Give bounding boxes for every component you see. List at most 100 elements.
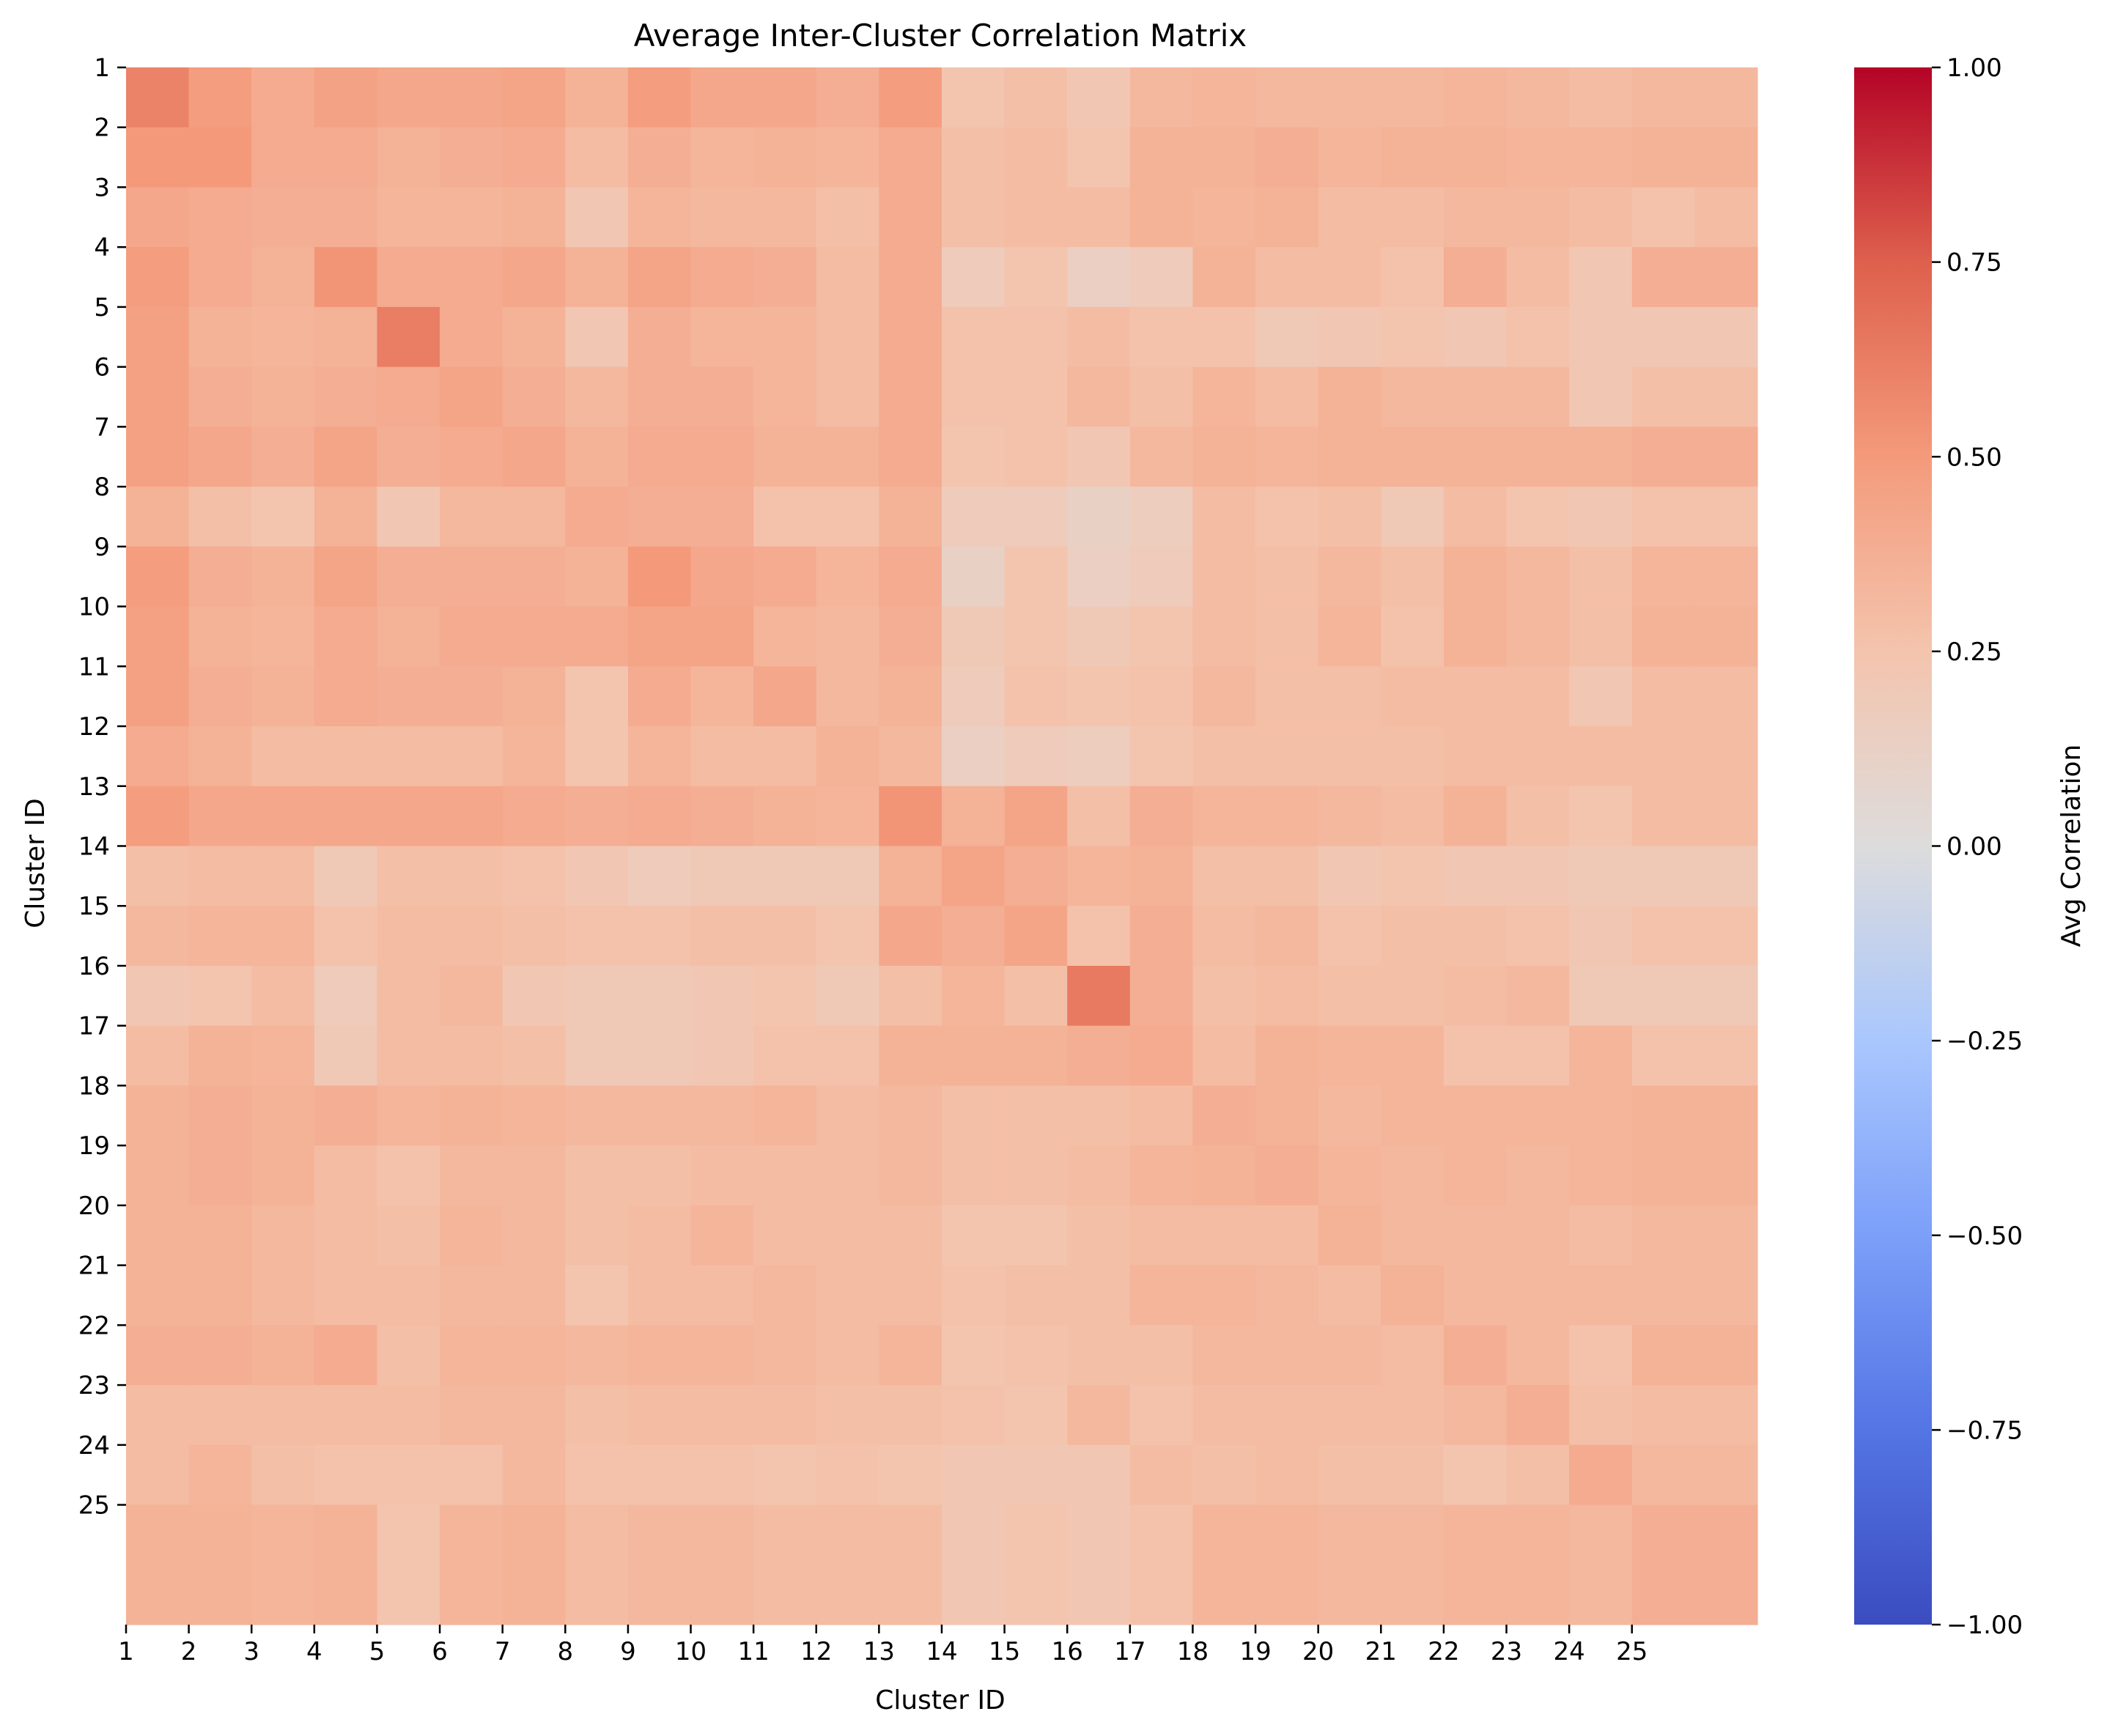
heatmap-cell	[1255, 247, 1319, 308]
heatmap-cell	[1192, 306, 1256, 368]
heatmap-cell	[1192, 127, 1256, 188]
heatmap-cell	[816, 786, 879, 847]
heatmap-cell	[879, 546, 942, 607]
heatmap-cell	[1318, 1025, 1381, 1087]
heatmap-cell	[377, 1025, 440, 1087]
colorbar-tick-label: −1.00	[1947, 1611, 2023, 1640]
heatmap-cell	[1694, 1565, 1758, 1625]
heatmap-cell	[627, 1145, 692, 1206]
heatmap-cell	[377, 187, 440, 248]
heatmap-cell	[1192, 606, 1256, 667]
heatmap-cell	[126, 487, 190, 547]
heatmap-cell	[1506, 247, 1570, 308]
heatmap-cell	[1067, 1444, 1131, 1506]
colorbar-tick-label: −0.50	[1947, 1222, 2023, 1251]
heatmap-cell	[1506, 1504, 1570, 1565]
heatmap-cell	[1192, 1385, 1256, 1446]
heatmap-cell	[1443, 306, 1508, 368]
heatmap-cell	[1255, 1265, 1319, 1326]
heatmap-cell	[627, 786, 692, 847]
heatmap-cell	[440, 67, 503, 128]
heatmap-cell	[188, 846, 252, 906]
heatmap-cell	[1694, 1145, 1758, 1206]
heatmap-cell	[1318, 1265, 1381, 1326]
heatmap-cell	[1569, 127, 1633, 188]
heatmap-cell	[377, 1325, 440, 1386]
heatmap-cell	[753, 846, 817, 906]
heatmap-cell	[1381, 366, 1444, 427]
heatmap-cell	[251, 1444, 315, 1506]
heatmap-cell	[1631, 1504, 1695, 1565]
heatmap-cell	[1004, 67, 1068, 128]
heatmap-cell	[1067, 786, 1131, 847]
heatmap-cell	[627, 1444, 692, 1506]
heatmap-cell	[1443, 366, 1508, 427]
heatmap-cell	[1631, 1085, 1695, 1146]
heatmap-cell	[1506, 187, 1570, 248]
heatmap-cell	[1443, 67, 1508, 128]
heatmap-cell	[502, 666, 566, 727]
heatmap-cell	[1318, 67, 1381, 128]
heatmap-cell	[627, 247, 692, 308]
heatmap-cell	[1381, 1085, 1444, 1146]
x-tick-label: 24	[1554, 1637, 1585, 1666]
heatmap-cell	[440, 846, 503, 906]
heatmap-cell	[753, 1205, 817, 1266]
heatmap-cell	[188, 1025, 252, 1087]
colorbar-tick-label: 0.25	[1947, 638, 2002, 667]
y-tick-label: 6	[94, 353, 110, 383]
heatmap-cell	[1443, 1145, 1508, 1206]
heatmap-cell	[1569, 786, 1633, 847]
y-tick-label: 9	[94, 533, 110, 562]
heatmap-cell	[879, 127, 942, 188]
heatmap-cell	[753, 906, 817, 967]
heatmap-cell	[627, 306, 692, 368]
heatmap-cell	[942, 1325, 1005, 1386]
heatmap-cell	[188, 666, 252, 727]
heatmap-cell	[1129, 487, 1194, 547]
x-tick-label: 20	[1302, 1637, 1334, 1666]
heatmap-cell	[1067, 846, 1131, 906]
heatmap-cell	[879, 1205, 942, 1266]
heatmap-cell	[1129, 965, 1194, 1027]
heatmap-cell	[753, 1085, 817, 1146]
heatmap-cell	[377, 666, 440, 727]
heatmap-cell	[377, 366, 440, 427]
heatmap-cell	[753, 606, 817, 667]
y-tick-label: 19	[78, 1131, 110, 1161]
heatmap-cell	[1004, 1444, 1068, 1506]
x-tick-label: 11	[738, 1637, 770, 1666]
heatmap-cell	[942, 726, 1005, 787]
heatmap-cell	[1569, 487, 1633, 547]
heatmap-cell	[753, 1145, 817, 1206]
heatmap-cell	[1631, 546, 1695, 607]
heatmap-cell	[879, 606, 942, 667]
heatmap-cell	[1569, 306, 1633, 368]
heatmap-cell	[1129, 127, 1194, 188]
heatmap-cell	[690, 786, 754, 847]
heatmap-cell	[1318, 1565, 1381, 1625]
heatmap-cell	[126, 1385, 190, 1446]
heatmap-cell	[565, 1325, 629, 1386]
heatmap-cell	[440, 1145, 503, 1206]
heatmap-cell	[1255, 1145, 1319, 1206]
heatmap-cell	[1004, 965, 1068, 1027]
heatmap-cell	[126, 127, 190, 188]
heatmap-cell	[1067, 187, 1131, 248]
heatmap-cell	[1318, 1385, 1381, 1446]
heatmap-cell	[1631, 426, 1695, 487]
heatmap-cell	[879, 366, 942, 427]
heatmap-cell	[1381, 606, 1444, 667]
heatmap-cell	[1569, 1025, 1633, 1087]
heatmap-cell	[627, 1504, 692, 1565]
heatmap-cell	[377, 1444, 440, 1506]
heatmap-cell	[314, 187, 378, 248]
heatmap-cell	[565, 1025, 629, 1087]
heatmap-cell	[1255, 606, 1319, 667]
heatmap-cell	[1381, 666, 1444, 727]
heatmap-cell	[188, 1565, 252, 1625]
heatmap-cell	[879, 426, 942, 487]
heatmap-cell	[1129, 187, 1194, 248]
heatmap-cell	[502, 1145, 566, 1206]
heatmap-cell	[816, 906, 879, 967]
